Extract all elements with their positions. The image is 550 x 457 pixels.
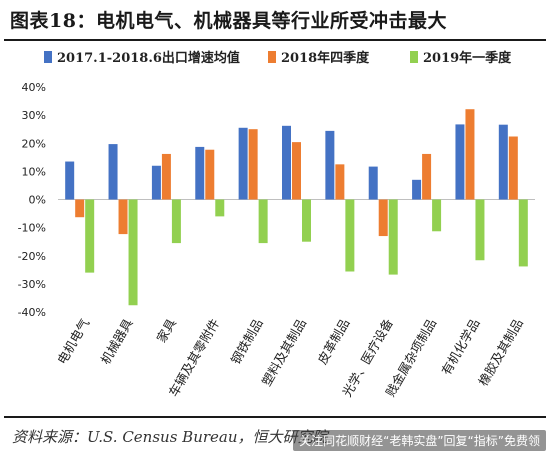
legend-label-3: 2019年一季度 (423, 50, 512, 66)
bar-2-4 (205, 149, 215, 200)
x-tick-label: 家具 (154, 316, 180, 346)
y-tick-label: -40% (18, 306, 46, 319)
bar-2-3 (161, 153, 171, 200)
bar-3-2 (128, 199, 138, 306)
source-label: 资料来源： (12, 428, 88, 446)
bar-1-11 (498, 124, 508, 200)
chart-legend: 2017.1-2018.6出口增速均值 2018年四季度 2019年一季度 (44, 50, 512, 66)
x-tick-label: 塑料及其制品 (259, 316, 309, 388)
legend-swatch-3 (410, 51, 418, 63)
bar-1-5 (238, 127, 248, 200)
x-tick-label: 机械器具 (98, 316, 136, 367)
bar-2-1 (75, 199, 85, 218)
bar-3-7 (345, 199, 355, 272)
chart-title: 图表18：电机电气、机械器具等行业所受冲击最大 (10, 10, 447, 32)
x-tick-label: 电机电气 (54, 316, 92, 367)
bar-2-6 (292, 142, 301, 200)
bar-3-8 (388, 199, 398, 275)
bar-1-8 (368, 166, 378, 200)
x-tick-label: 有机化学品 (438, 316, 482, 378)
watermark-banner: 关注同花顺财经“老韩实盘”回复“指标”免费领 (293, 430, 546, 451)
legend-label-2: 2018年四季度 (281, 50, 370, 66)
source-note: 资料来源：U.S. Census Bureau，恒大研究院 (12, 426, 328, 447)
y-tick-label: 0% (29, 194, 46, 207)
legend-swatch-2 (268, 51, 276, 63)
bar-1-1 (65, 161, 75, 200)
y-tick-label: 30% (22, 109, 46, 122)
bar-2-2 (118, 199, 128, 235)
y-tick-label: 40% (22, 81, 46, 94)
bar-2-5 (248, 129, 258, 200)
bar-2-10 (465, 109, 475, 200)
bar-1-7 (325, 130, 335, 200)
x-tick-label: 皮革制品 (314, 316, 352, 367)
title-divider (4, 39, 546, 41)
bar-1-3 (151, 165, 161, 200)
bar-2-8 (378, 199, 388, 237)
bar-3-5 (258, 199, 268, 244)
bar-2-11 (508, 136, 518, 200)
bar-2-7 (335, 164, 345, 200)
bar-1-10 (455, 124, 465, 200)
bar-1-9 (412, 179, 422, 200)
y-tick-label: -20% (18, 250, 46, 263)
legend-label-1: 2017.1-2018.6出口增速均值 (57, 50, 240, 66)
legend-swatch-1 (44, 51, 52, 63)
bar-3-4 (215, 199, 225, 217)
y-tick-label: -30% (18, 278, 46, 291)
bar-3-10 (475, 199, 485, 261)
bar-series-group (65, 109, 528, 306)
bar-1-2 (108, 144, 118, 200)
bar-3-11 (518, 199, 528, 267)
y-tick-label: -10% (18, 222, 46, 235)
bar-3-1 (85, 199, 95, 273)
bar-2-9 (422, 153, 432, 200)
bar-3-6 (302, 199, 311, 242)
y-axis: -40% -30% -20% -10% 0% 10% 20% 30% 40% (18, 81, 535, 319)
bar-1-4 (195, 146, 205, 200)
y-tick-label: 20% (22, 137, 46, 150)
footer-divider (4, 416, 546, 418)
bar-3-9 (432, 199, 442, 232)
source-text: U.S. Census Bureau，恒大研究院 (87, 428, 328, 446)
bar-3-3 (171, 199, 181, 244)
x-tick-label: 橡胶及其制品 (475, 316, 525, 388)
y-tick-label: 10% (22, 165, 46, 178)
x-tick-label: 钢铁制品 (228, 316, 266, 367)
bar-1-6 (282, 125, 291, 200)
